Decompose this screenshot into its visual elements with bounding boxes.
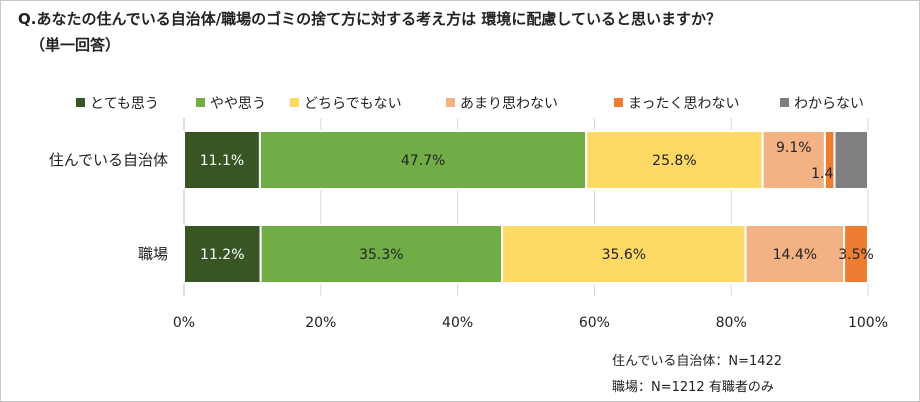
sample-note-municipality: 住んでいる自治体：N=1422 (612, 354, 783, 369)
chart-subtitle: （単一回答） (30, 36, 121, 54)
data-label: 35.3% (359, 247, 403, 263)
x-tick-label: 40% (442, 315, 473, 331)
legend-swatch (76, 98, 85, 107)
data-label: 25.8% (652, 153, 696, 169)
bar-segment (259, 224, 504, 284)
legend-swatch (780, 98, 789, 107)
x-tick-label: 0% (173, 315, 195, 331)
bar-segment (744, 224, 846, 284)
bar-segment (258, 130, 588, 190)
bar-segment (183, 130, 261, 190)
category-label: 住んでいる自治体 (49, 151, 168, 169)
legend-label: まったく思わない (628, 96, 739, 112)
legend-label: とても思う (90, 96, 159, 112)
legend-swatch (614, 98, 623, 107)
legend-label: あまり思わない (460, 96, 558, 112)
chart-title: Q.あなたの住んでいる自治体/職場のゴミの捨て方に対する考え方は 環境に配慮して… (18, 10, 721, 28)
x-tick-label: 20% (305, 315, 336, 331)
data-label: 11.1% (200, 153, 244, 169)
data-label: 11.2% (200, 247, 244, 263)
data-label: 3.5% (838, 247, 874, 263)
x-tick-label: 100% (848, 315, 888, 331)
bar-segment (761, 130, 826, 190)
category-label: 職場 (138, 245, 168, 263)
legend-swatch (290, 98, 299, 107)
legend-swatch (446, 98, 455, 107)
legend-label: わからない (794, 96, 864, 112)
legend-swatch (196, 98, 205, 107)
data-label: 47.7% (401, 153, 445, 169)
x-tick-label: 60% (579, 315, 610, 331)
data-label: 35.6% (602, 247, 646, 263)
legend-label: やや思う (210, 96, 266, 112)
legend-label: どちらでもない (304, 96, 402, 112)
bar-segment (833, 130, 870, 190)
sample-note-workplace: 職場：N=1212 有職者のみ (612, 380, 774, 395)
data-label: 14.4% (773, 247, 817, 263)
bar-segment (501, 224, 747, 284)
bar-segment (843, 224, 869, 284)
data-label: 9.1% (776, 140, 812, 156)
x-tick-label: 80% (716, 315, 747, 331)
